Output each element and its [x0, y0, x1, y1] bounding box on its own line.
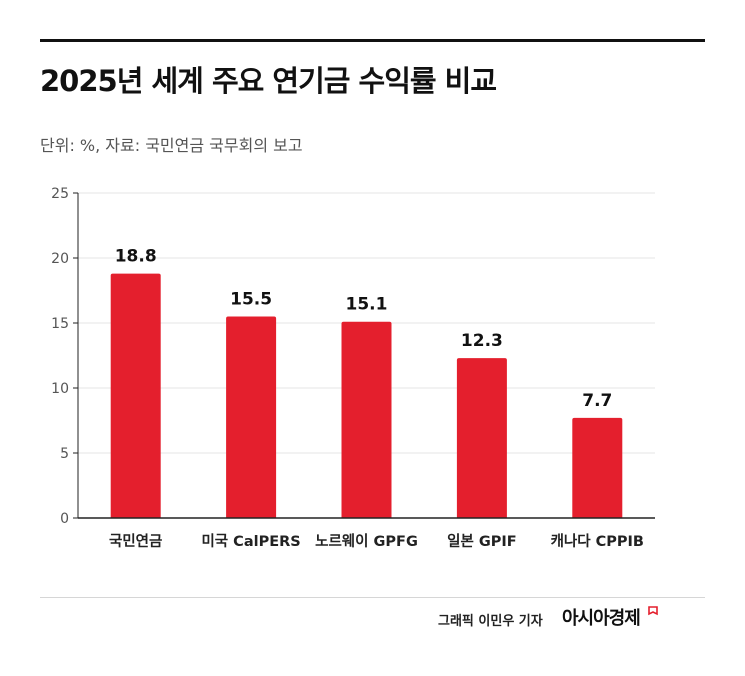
- x-tick-label: 일본 GPIF: [447, 533, 517, 550]
- y-tick-label: 20: [51, 251, 69, 267]
- data-label: 12.3: [461, 331, 503, 351]
- bar: [341, 321, 392, 518]
- y-tick-label: 0: [60, 511, 69, 527]
- y-tick-label: 10: [51, 381, 69, 397]
- bar-chart: 0 5 10 15 20 25 18.8 15.5 15.1 12.3 7.7 국민연금 미국 Ca…: [51, 186, 655, 550]
- flag-icon: [648, 606, 658, 616]
- data-label: 18.8: [115, 247, 157, 267]
- x-axis-ticks: 국민연금 미국 CalPERS 노르웨이 GPFG 일본 GPIF 캐나다 CPPIB: [109, 532, 644, 550]
- top-rule: [40, 39, 705, 42]
- y-tick-label: 25: [51, 186, 69, 202]
- data-label: 15.1: [346, 295, 388, 315]
- graphic-credit: 그래픽 이민우 기자: [438, 614, 543, 629]
- y-tick-label: 5: [60, 446, 69, 462]
- brand-logo-text: 아시아경제: [562, 608, 641, 629]
- bar: [572, 417, 623, 518]
- x-tick-label: 노르웨이 GPFG: [315, 532, 418, 550]
- bar: [110, 273, 161, 518]
- x-tick-label: 캐나다 CPPIB: [551, 533, 644, 550]
- data-label: 15.5: [230, 290, 272, 310]
- y-tick-label: 15: [51, 316, 69, 332]
- data-label: 7.7: [582, 391, 612, 411]
- chart-subtitle: 단위: %, 자료: 국민연금 국무회의 보고: [40, 136, 303, 155]
- bars: [110, 273, 623, 518]
- bar: [456, 358, 507, 518]
- data-labels: 18.8 15.5 15.1 12.3 7.7: [115, 247, 613, 411]
- bar: [226, 316, 277, 518]
- page-title: 2025년 세계 주요 연기금 수익률 비교: [40, 64, 497, 98]
- y-axis-ticks: 0 5 10 15 20 25: [51, 186, 78, 527]
- x-tick-label: 국민연금: [109, 533, 162, 550]
- bottom-rule: [40, 597, 705, 598]
- x-tick-label: 미국 CalPERS: [201, 533, 300, 550]
